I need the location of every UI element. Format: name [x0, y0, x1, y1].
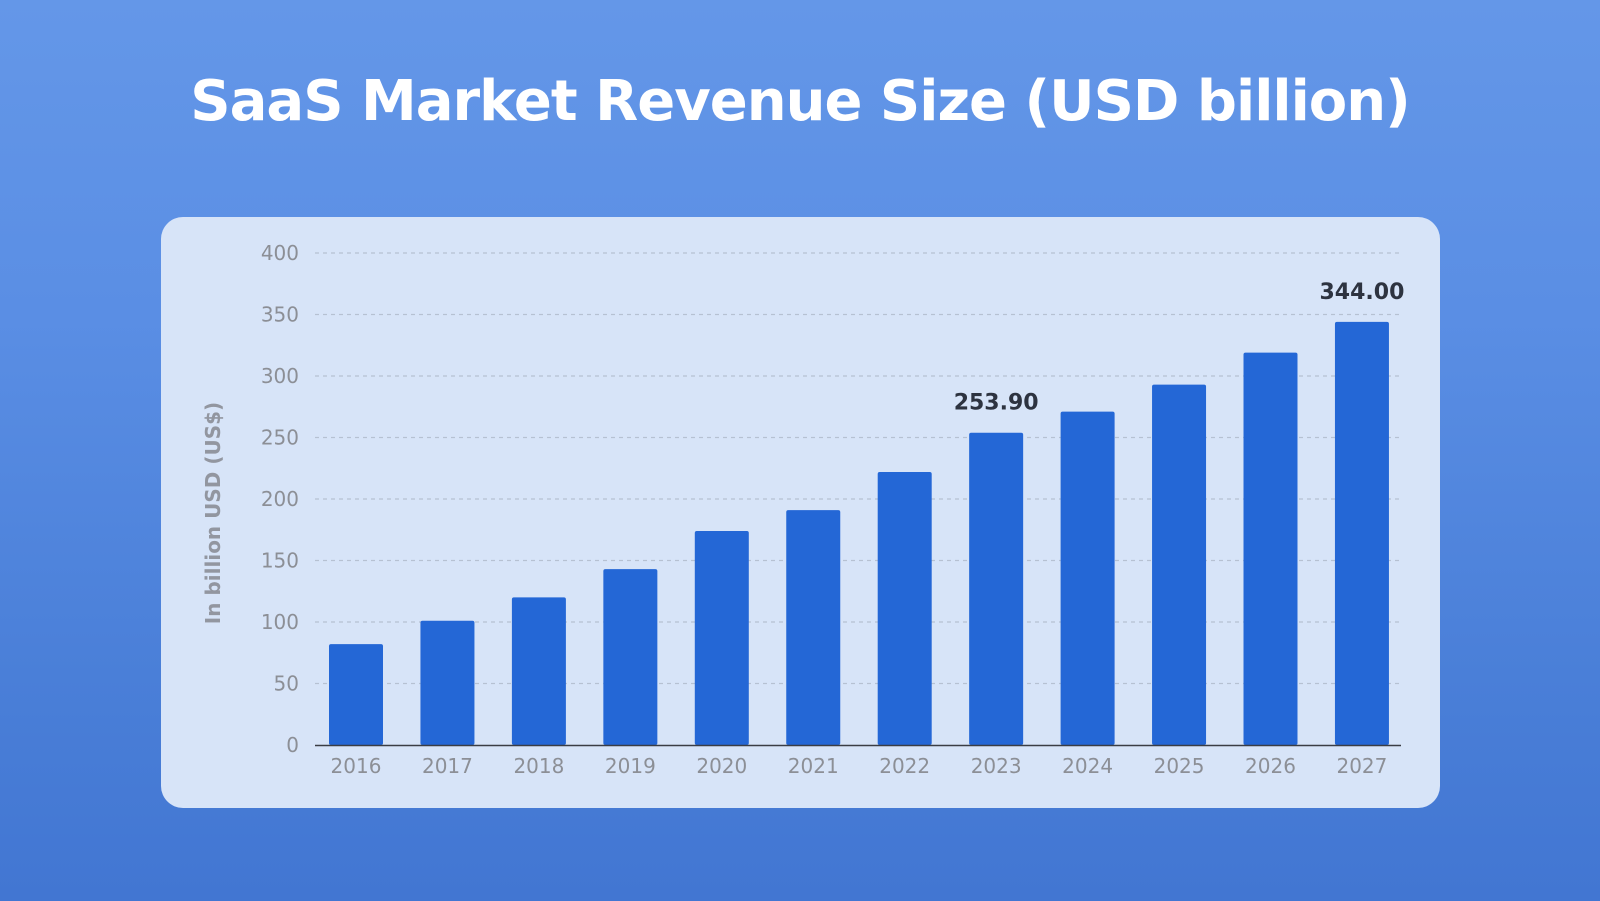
x-tick-label: 2019 — [605, 754, 656, 778]
y-tick-label: 250 — [261, 426, 299, 450]
bar-2023 — [969, 432, 1024, 745]
x-tick-label: 2020 — [696, 754, 747, 778]
y-tick-label: 200 — [261, 487, 299, 511]
y-tick-label: 300 — [261, 364, 299, 388]
x-tick-label: 2018 — [513, 754, 564, 778]
data-label-2027: 344.00 — [1319, 280, 1404, 305]
bar-2018 — [511, 597, 566, 745]
x-tick-label: 2025 — [1154, 754, 1205, 778]
y-axis-ticks: 0 50 100 150 200 250 300 350 400 — [261, 241, 299, 757]
bar-2016 — [329, 644, 383, 745]
y-axis-title: In billion USD (US$) — [201, 402, 225, 624]
x-tick-label: 2016 — [331, 754, 382, 778]
x-tick-label: 2022 — [879, 754, 930, 778]
data-labels: 253.90 344.00 — [954, 280, 1405, 416]
y-tick-label: 0 — [286, 733, 299, 757]
y-tick-label: 50 — [274, 672, 299, 696]
bar-2026 — [1243, 352, 1298, 745]
x-tick-label: 2024 — [1062, 754, 1113, 778]
x-tick-label: 2027 — [1336, 754, 1387, 778]
x-tick-label: 2017 — [422, 754, 473, 778]
x-tick-label: 2021 — [788, 754, 839, 778]
bar-2025 — [1152, 384, 1207, 745]
gridlines — [315, 252, 1401, 685]
y-tick-label: 400 — [261, 241, 299, 265]
bar-2027 — [1334, 321, 1389, 745]
bar-2024 — [1060, 411, 1115, 745]
x-tick-label: 2026 — [1245, 754, 1296, 778]
bar-2017 — [420, 620, 475, 745]
bar-2021 — [786, 510, 841, 745]
y-tick-label: 100 — [261, 610, 299, 634]
bar-2022 — [877, 471, 932, 745]
bar-2020 — [694, 530, 749, 745]
bars — [329, 321, 1389, 745]
chart-panel: 0 50 100 150 200 250 300 350 400 In billion USD … — [161, 217, 1440, 808]
x-tick-label: 2023 — [971, 754, 1022, 778]
bar-2019 — [603, 569, 658, 745]
x-axis-ticks: 2016 2017 2018 2019 2020 2021 2022 2023 2024 2025… — [331, 754, 1388, 778]
bar-chart: 0 50 100 150 200 250 300 350 400 In billion USD … — [201, 241, 1405, 778]
data-label-2023: 253.90 — [954, 391, 1039, 416]
chart-title: SaaS Market Revenue Size (USD billion) — [190, 69, 1410, 134]
y-tick-label: 350 — [261, 303, 299, 327]
y-tick-label: 150 — [261, 549, 299, 573]
